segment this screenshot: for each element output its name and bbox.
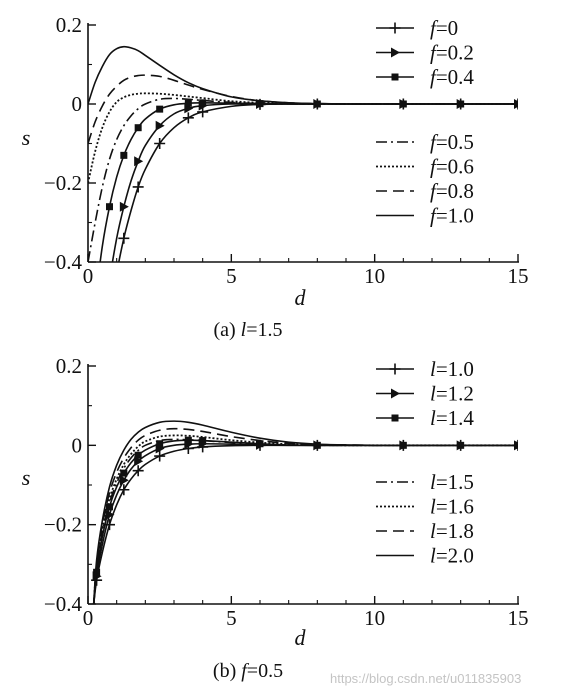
series-marker — [92, 298, 99, 305]
x-tick-label: 15 — [508, 264, 529, 288]
y-tick-label: 0 — [72, 92, 83, 116]
series-marker — [120, 469, 128, 477]
series-marker — [134, 156, 144, 167]
series-marker — [132, 465, 144, 477]
legend-label: f=0.5 — [430, 130, 474, 154]
x-tick-label: 0 — [83, 606, 94, 630]
y-tick-label: −0.2 — [44, 513, 82, 537]
series-line-f-0-6 — [88, 92, 518, 184]
x-axis-label: d — [295, 285, 307, 310]
y-axis-label: s — [22, 465, 31, 490]
series-marker — [182, 112, 194, 124]
legend-label: l=1.0 — [430, 357, 474, 381]
plot-area — [91, 420, 518, 604]
series-marker — [119, 201, 129, 212]
series-marker — [132, 181, 144, 193]
series-marker — [104, 519, 115, 531]
series-marker — [154, 138, 166, 149]
panel-a: 0 5 10 150.20−0.2−0.4dsf=0f=0.2f=0.4f=0.5f=… — [22, 13, 529, 341]
legend-label: f=1.0 — [430, 204, 474, 228]
legend-marker — [391, 388, 400, 399]
y-axis-label: s — [22, 125, 31, 150]
x-axis-label: d — [295, 625, 307, 650]
series-line-f-1-0 — [88, 45, 518, 105]
series-marker — [154, 450, 166, 462]
legend-label: l=1.5 — [430, 470, 474, 494]
legend-marker — [391, 47, 400, 58]
y-tick-label: −0.4 — [44, 592, 83, 616]
series-marker — [104, 316, 115, 327]
panel-caption: (b) f=0.5 — [213, 660, 283, 682]
y-tick-label: 0 — [72, 433, 83, 457]
series-marker — [118, 484, 130, 496]
plot-area — [88, 45, 518, 327]
panel-caption: (a) l=1.5 — [213, 319, 282, 341]
x-tick-label: 5 — [226, 606, 237, 630]
legend-label: l=2.0 — [430, 544, 474, 568]
legend-label: l=1.8 — [430, 519, 474, 543]
series-marker — [106, 503, 113, 511]
legend: f=0f=0.2f=0.4 f=0.5f=0.6f=0.8f=1.0 — [376, 16, 474, 228]
legend-marker — [391, 73, 399, 81]
series-marker — [199, 437, 207, 445]
legend-label: f=0.8 — [430, 179, 474, 203]
legend-label: l=1.2 — [430, 382, 474, 406]
series-marker — [199, 99, 207, 107]
legend-marker — [389, 22, 401, 34]
y-tick-label: −0.4 — [44, 250, 83, 274]
y-tick-label: 0.2 — [56, 13, 82, 37]
x-tick-label: 10 — [364, 606, 385, 630]
legend-label: f=0.4 — [430, 65, 474, 89]
legend-marker — [389, 363, 401, 375]
series-marker — [156, 440, 164, 448]
series-marker — [134, 124, 142, 132]
legend-label: f=0.6 — [430, 155, 474, 179]
x-tick-label: 10 — [364, 264, 385, 288]
y-tick-label: 0.2 — [56, 354, 82, 378]
panel-b: 0 5 10 15 0.2 0 −0.2 −0.4 d s l=1.0l=1.2l=1.4 l=1.5… — [22, 354, 529, 682]
series-marker — [106, 203, 113, 211]
series-marker — [155, 120, 165, 131]
series-marker — [120, 151, 128, 159]
series-line-l-2-0 — [92, 420, 518, 604]
watermark-text: https://blog.csdn.net/u011835903 — [330, 671, 521, 686]
legend-label: f=0.2 — [430, 41, 474, 65]
legend-label: f=0 — [430, 16, 458, 40]
legend-label: l=1.6 — [430, 495, 474, 519]
series-marker — [256, 440, 264, 448]
series-marker — [118, 232, 130, 244]
series-marker — [134, 451, 142, 459]
series-marker — [156, 105, 164, 113]
x-tick-label: 0 — [83, 264, 94, 288]
x-tick-label: 5 — [226, 264, 237, 288]
y-tick-label: −0.2 — [44, 171, 82, 195]
legend-marker — [391, 414, 399, 422]
x-tick-label: 15 — [508, 606, 529, 630]
legend-label: l=1.4 — [430, 406, 474, 430]
series-marker — [106, 277, 115, 287]
legend: l=1.0l=1.2l=1.4 l=1.5l=1.6l=1.8l=2.0 — [376, 357, 474, 568]
series-marker — [184, 99, 192, 107]
